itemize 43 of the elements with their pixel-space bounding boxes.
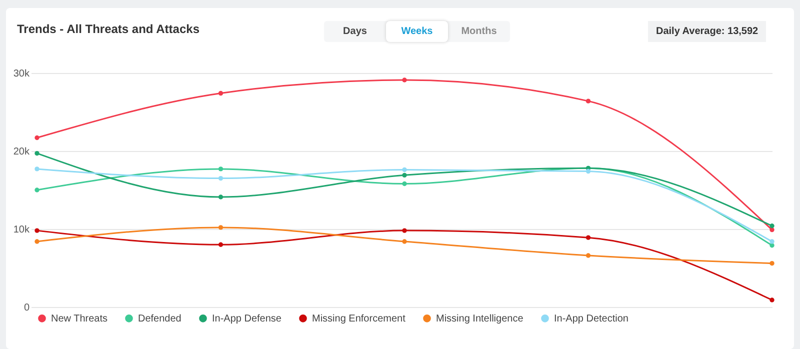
point [402, 228, 407, 233]
point [218, 90, 224, 96]
legend-label: Missing Enforcement [312, 313, 406, 324]
point [770, 243, 774, 248]
point [218, 194, 224, 200]
point [34, 166, 40, 172]
text: Days [342, 25, 368, 39]
point [770, 227, 774, 232]
point [770, 298, 774, 302]
point [34, 135, 40, 140]
point [770, 239, 774, 244]
text: Months [460, 25, 498, 39]
point [770, 260, 774, 266]
point [402, 167, 407, 172]
point [34, 188, 40, 192]
legend-label: Missing Intelligence [436, 313, 524, 324]
point [402, 172, 407, 178]
point [586, 98, 591, 104]
y-tick-label: 10k [13, 224, 30, 236]
point [218, 225, 224, 230]
y-tick-label: 30k [13, 68, 30, 80]
point [218, 166, 224, 172]
point [402, 181, 407, 186]
y-tick-label: 20k [13, 146, 30, 158]
point [402, 239, 407, 244]
text: Daily Average: 13,592 [648, 21, 766, 42]
point [402, 78, 407, 82]
point [586, 253, 591, 258]
point [770, 224, 774, 228]
legend-label: In-App Defense [212, 313, 282, 324]
text: Weeks [386, 21, 448, 42]
point [218, 176, 224, 181]
point [34, 151, 40, 156]
legend-label: Defended [138, 313, 182, 324]
legend-label: In-App Detection [554, 313, 628, 324]
point [218, 242, 224, 247]
point [34, 228, 40, 233]
legend-label: New Threats [51, 313, 108, 324]
point [586, 235, 591, 240]
point [586, 168, 591, 174]
chart-title: Trends - All Threats and Attacks [17, 22, 200, 36]
point [34, 239, 40, 244]
y-tick-label: 0 [24, 302, 30, 314]
